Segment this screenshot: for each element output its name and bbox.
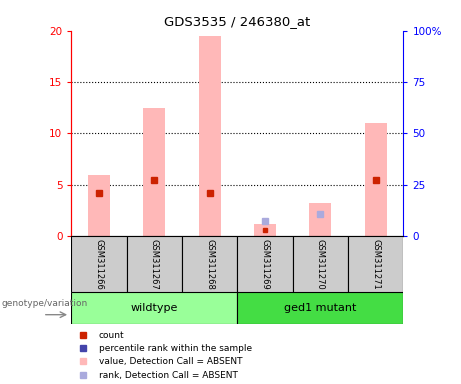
Text: ged1 mutant: ged1 mutant [284,303,356,313]
Bar [88,174,110,236]
Bar [365,123,387,236]
Text: GSM311267: GSM311267 [150,238,159,290]
Text: GSM311270: GSM311270 [316,238,325,290]
Bar [348,236,403,292]
Text: rank, Detection Call = ABSENT: rank, Detection Call = ABSENT [99,371,237,379]
Bar [237,292,403,324]
Text: genotype/variation: genotype/variation [1,299,88,308]
Bar [71,292,237,324]
Bar [309,203,331,236]
Bar [127,236,182,292]
Title: GDS3535 / 246380_at: GDS3535 / 246380_at [164,15,311,28]
Text: GSM311268: GSM311268 [205,238,214,290]
Text: percentile rank within the sample: percentile rank within the sample [99,344,252,353]
Bar [199,36,221,236]
Bar [182,236,237,292]
Bar [71,236,127,292]
Text: GSM311269: GSM311269 [260,238,270,290]
Text: count: count [99,331,124,340]
Bar [254,224,276,236]
Bar [293,236,348,292]
Text: GSM311271: GSM311271 [371,238,380,290]
Bar [237,236,293,292]
Text: value, Detection Call = ABSENT: value, Detection Call = ABSENT [99,357,242,366]
Text: wildtype: wildtype [131,303,178,313]
Text: GSM311266: GSM311266 [95,238,104,290]
Bar [143,108,165,236]
